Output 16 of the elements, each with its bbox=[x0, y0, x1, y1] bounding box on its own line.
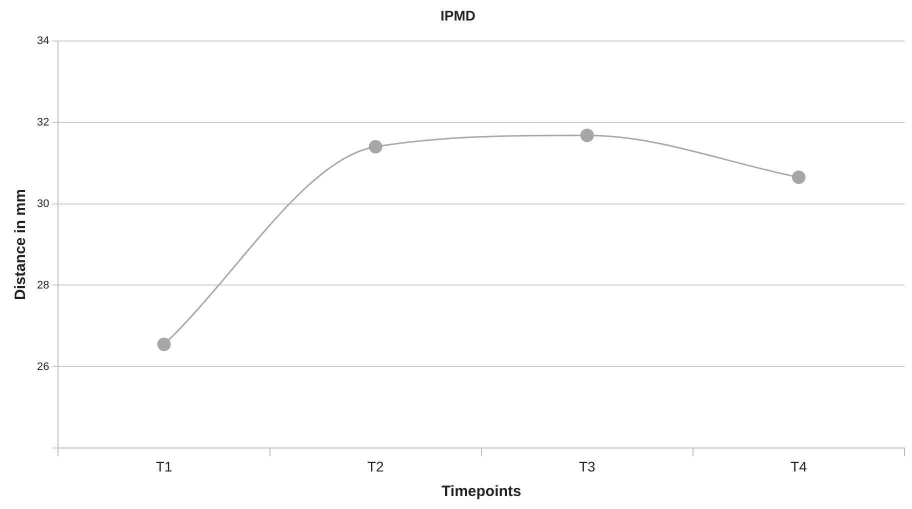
x-tick-label: T3 bbox=[578, 458, 596, 474]
y-tick-label: 26 bbox=[36, 360, 50, 373]
x-tick-label: T2 bbox=[367, 458, 384, 474]
x-axis-title: Timepoints bbox=[442, 483, 522, 500]
point bbox=[368, 140, 382, 154]
x-tick-label: T1 bbox=[156, 458, 172, 474]
x-tick-label: T4 bbox=[790, 458, 808, 474]
y-tick-label: 32 bbox=[36, 116, 50, 128]
y-tick-label: 34 bbox=[36, 34, 50, 47]
y-tick-label: 30 bbox=[36, 198, 50, 210]
point bbox=[580, 128, 594, 142]
point bbox=[157, 338, 171, 352]
y-axis-title: Distance in mm bbox=[12, 189, 30, 300]
chart-title: IPMD bbox=[440, 7, 476, 24]
y-tick-label: 28 bbox=[36, 279, 50, 292]
point bbox=[792, 170, 806, 184]
